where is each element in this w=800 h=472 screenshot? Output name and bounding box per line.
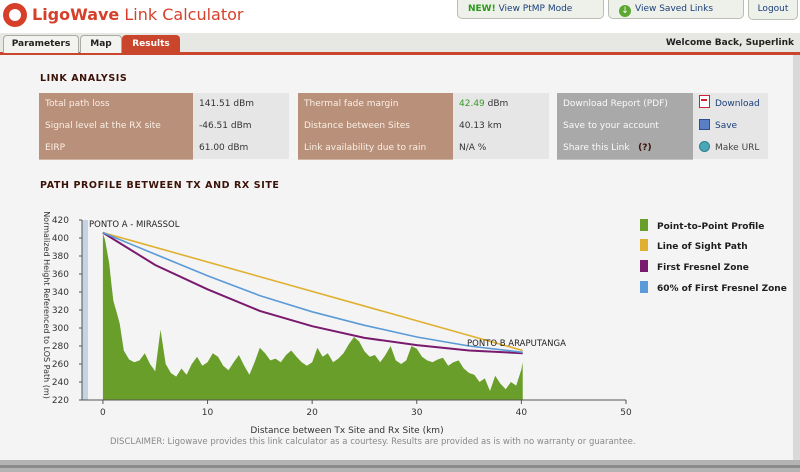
distance-between-sites-label: Distance between Sites [298, 115, 453, 138]
download-report-label: Download Report (PDF) [557, 93, 693, 116]
tab-map[interactable]: Map [80, 35, 122, 53]
link-availability-value: N/A % [453, 137, 549, 160]
first-fresnel-zone-line [102, 231, 523, 355]
x-tick-label: 40 [516, 408, 528, 418]
view-ptmp-label: View PtMP Mode [498, 4, 573, 14]
legend-item-fresnel: First Fresnel Zone [640, 260, 749, 273]
brand-name: LigoWave [32, 5, 120, 24]
site-a-label: PONTO A - MIRASSOL [89, 220, 180, 230]
los-path-line [102, 231, 523, 352]
y-tick-label: 280 [52, 342, 69, 352]
logout-button[interactable]: Logout [748, 0, 798, 20]
page-scrollbar[interactable] [793, 55, 800, 460]
y-axis-band [82, 220, 88, 400]
pdf-icon [699, 95, 710, 108]
y-tick-label: 340 [52, 288, 69, 298]
link-availability-label: Link availability due to rain [298, 137, 453, 160]
app-header: LigoWave Link Calculator NEW! View PtMP … [0, 0, 800, 33]
app-title: LigoWave Link Calculator [32, 5, 243, 24]
download-link[interactable]: Download [715, 99, 760, 109]
y-tick-label: 220 [52, 396, 69, 406]
legend-swatch-fresnel [640, 260, 648, 272]
total-path-loss-value: 141.51 dBm [193, 93, 289, 116]
y-tick-label: 260 [52, 360, 69, 370]
x-axis-label: Distance between Tx Site and Rx Site (km… [250, 426, 443, 436]
signal-level-value: -46.51 dBm [193, 115, 289, 138]
y-tick-label: 240 [52, 378, 69, 388]
logout-label: Logout [757, 4, 789, 14]
x-tick-label: 30 [411, 408, 423, 418]
legend-swatch-los [640, 239, 648, 251]
y-axis-label: Normalized Height Referenced to LOS Path… [42, 211, 51, 399]
path-profile-chart: 0 10 20 30 40 50 220 240 260 280 300 320 340 360 380 40… [42, 211, 632, 436]
legend-swatch-profile [640, 219, 648, 231]
eirp-label: EIRP [39, 137, 193, 160]
share-link-text: Share this Link [563, 143, 630, 153]
x-tick-label: 0 [100, 408, 106, 418]
terrain-profile-area [102, 233, 523, 400]
tab-results[interactable]: Results [122, 35, 180, 53]
share-help-link[interactable]: (?) [638, 143, 652, 153]
y-tick-label: 320 [52, 306, 69, 316]
make-url-cell: Make URL [693, 137, 768, 160]
legend-label-profile: Point-to-Point Profile [657, 222, 765, 232]
x-tick-label: 20 [306, 408, 318, 418]
fresnel-60-line [102, 231, 523, 354]
thermal-fade-margin-label: Thermal fade margin [298, 93, 453, 116]
signal-level-label: Signal level at the RX site [39, 115, 193, 138]
new-badge: NEW! [468, 4, 496, 14]
download-report-cell: Download [693, 93, 768, 116]
make-url-link[interactable]: Make URL [715, 143, 760, 153]
legend-item-los: Line of Sight Path [640, 239, 748, 252]
tab-parameters[interactable]: Parameters [3, 35, 79, 53]
x-tick-label: 10 [202, 408, 214, 418]
eirp-value: 61.00 dBm [193, 137, 289, 160]
link-analysis-title: LINK ANALYSIS [40, 73, 128, 84]
path-profile-title: PATH PROFILE BETWEEN TX AND RX SITE [40, 180, 280, 191]
legend-label-los: Line of Sight Path [657, 242, 748, 252]
thermal-fade-margin-unit: dBm [487, 99, 509, 109]
legend-label-fresnel: First Fresnel Zone [657, 263, 749, 273]
y-tick-label: 380 [52, 252, 69, 262]
legend-swatch-fresnel60 [640, 281, 648, 293]
save-cell: Save [693, 115, 768, 138]
total-path-loss-label: Total path loss [39, 93, 193, 116]
y-tick-label: 300 [52, 324, 69, 334]
site-b-label: PONTO B ARAPUTANGA [467, 339, 566, 349]
thermal-fade-margin-number: 42.49 [459, 99, 485, 109]
y-tick-label: 400 [52, 234, 69, 244]
save-icon [699, 119, 710, 130]
thermal-fade-margin-value: 42.49 dBm [453, 93, 549, 116]
legend-item-fresnel60: 60% of First Fresnel Zone [640, 281, 787, 294]
app-subtitle: Link Calculator [124, 5, 244, 24]
distance-between-sites-value: 40.13 km [453, 115, 549, 138]
legend-label-fresnel60: 60% of First Fresnel Zone [657, 284, 787, 294]
x-tick-label: 50 [620, 408, 632, 418]
view-saved-links-label: View Saved Links [635, 4, 714, 14]
y-tick-label: 360 [52, 270, 69, 280]
legend-item-profile: Point-to-Point Profile [640, 219, 764, 232]
y-tick-label: 420 [52, 216, 69, 226]
tab-strip: Parameters Map Results Welcome Back, Sup… [0, 33, 800, 55]
bottom-scrollbar[interactable] [0, 460, 800, 472]
view-ptmp-button[interactable]: NEW! View PtMP Mode [457, 0, 604, 19]
link-icon [699, 141, 710, 152]
ligowave-logo-icon [3, 3, 27, 27]
view-saved-links-button[interactable]: ↓ View Saved Links [608, 0, 744, 19]
welcome-message: Welcome Back, Superlink [665, 38, 794, 48]
disclaimer-text: DISCLAIMER: Ligowave provides this link … [110, 437, 636, 447]
save-link[interactable]: Save [715, 121, 738, 131]
share-link-label: Share this Link (?) [557, 137, 693, 160]
save-to-account-label: Save to your account [557, 115, 693, 138]
download-arrow-icon: ↓ [619, 5, 631, 17]
